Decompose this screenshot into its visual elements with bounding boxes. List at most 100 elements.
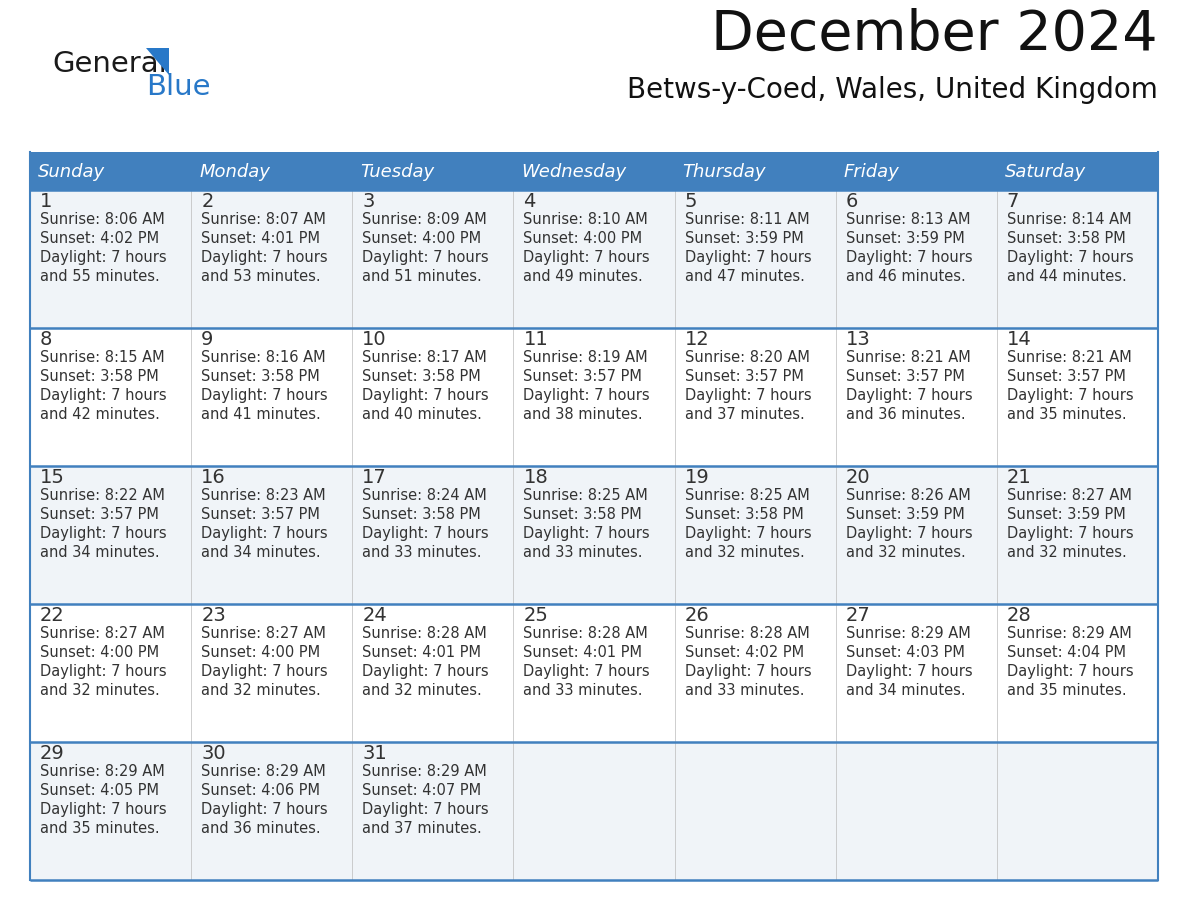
- Text: Sunset: 3:57 PM: Sunset: 3:57 PM: [524, 369, 643, 384]
- Text: Sunset: 3:59 PM: Sunset: 3:59 PM: [846, 507, 965, 522]
- Text: Friday: Friday: [843, 163, 899, 181]
- Text: Sunday: Sunday: [38, 163, 105, 181]
- Text: Daylight: 7 hours: Daylight: 7 hours: [524, 664, 650, 679]
- Text: and 32 minutes.: and 32 minutes.: [684, 545, 804, 560]
- Text: and 36 minutes.: and 36 minutes.: [846, 407, 966, 422]
- Text: 18: 18: [524, 468, 548, 487]
- Text: 10: 10: [362, 330, 387, 349]
- Text: Sunset: 4:00 PM: Sunset: 4:00 PM: [201, 645, 321, 660]
- Text: Sunset: 4:02 PM: Sunset: 4:02 PM: [40, 231, 159, 246]
- Text: and 32 minutes.: and 32 minutes.: [201, 683, 321, 698]
- Text: 24: 24: [362, 606, 387, 625]
- Text: Daylight: 7 hours: Daylight: 7 hours: [201, 664, 328, 679]
- Text: and 41 minutes.: and 41 minutes.: [201, 407, 321, 422]
- Text: Sunset: 3:58 PM: Sunset: 3:58 PM: [684, 507, 803, 522]
- Text: Saturday: Saturday: [1005, 163, 1086, 181]
- Text: 15: 15: [40, 468, 65, 487]
- Text: Sunset: 4:04 PM: Sunset: 4:04 PM: [1007, 645, 1126, 660]
- Bar: [30, 152, 1158, 190]
- Text: Daylight: 7 hours: Daylight: 7 hours: [846, 388, 972, 403]
- Text: Sunrise: 8:28 AM: Sunrise: 8:28 AM: [362, 626, 487, 641]
- Text: and 42 minutes.: and 42 minutes.: [40, 407, 160, 422]
- Text: Sunset: 3:57 PM: Sunset: 3:57 PM: [846, 369, 965, 384]
- Text: Daylight: 7 hours: Daylight: 7 hours: [524, 250, 650, 265]
- Text: Daylight: 7 hours: Daylight: 7 hours: [524, 388, 650, 403]
- Text: 25: 25: [524, 606, 549, 625]
- Text: Daylight: 7 hours: Daylight: 7 hours: [684, 526, 811, 541]
- Text: Daylight: 7 hours: Daylight: 7 hours: [40, 388, 166, 403]
- Text: Sunrise: 8:29 AM: Sunrise: 8:29 AM: [40, 764, 165, 779]
- Text: 23: 23: [201, 606, 226, 625]
- Text: Daylight: 7 hours: Daylight: 7 hours: [201, 250, 328, 265]
- Text: Daylight: 7 hours: Daylight: 7 hours: [201, 802, 328, 817]
- Text: Daylight: 7 hours: Daylight: 7 hours: [684, 388, 811, 403]
- Text: Daylight: 7 hours: Daylight: 7 hours: [40, 664, 166, 679]
- Text: Sunrise: 8:22 AM: Sunrise: 8:22 AM: [40, 488, 165, 503]
- Text: Sunset: 3:59 PM: Sunset: 3:59 PM: [684, 231, 803, 246]
- Text: Sunrise: 8:14 AM: Sunrise: 8:14 AM: [1007, 212, 1131, 227]
- Text: Sunset: 4:01 PM: Sunset: 4:01 PM: [524, 645, 643, 660]
- Text: and 40 minutes.: and 40 minutes.: [362, 407, 482, 422]
- Text: and 36 minutes.: and 36 minutes.: [201, 821, 321, 836]
- Text: 20: 20: [846, 468, 871, 487]
- Text: Sunset: 3:57 PM: Sunset: 3:57 PM: [40, 507, 159, 522]
- Text: and 47 minutes.: and 47 minutes.: [684, 269, 804, 284]
- Text: and 34 minutes.: and 34 minutes.: [40, 545, 159, 560]
- Text: Sunrise: 8:28 AM: Sunrise: 8:28 AM: [684, 626, 809, 641]
- Text: Daylight: 7 hours: Daylight: 7 hours: [362, 802, 489, 817]
- Text: Sunset: 3:58 PM: Sunset: 3:58 PM: [40, 369, 159, 384]
- Text: and 32 minutes.: and 32 minutes.: [846, 545, 966, 560]
- Text: and 55 minutes.: and 55 minutes.: [40, 269, 159, 284]
- Text: and 35 minutes.: and 35 minutes.: [1007, 683, 1126, 698]
- Text: 26: 26: [684, 606, 709, 625]
- Text: Daylight: 7 hours: Daylight: 7 hours: [1007, 250, 1133, 265]
- Text: 7: 7: [1007, 192, 1019, 211]
- Text: and 37 minutes.: and 37 minutes.: [684, 407, 804, 422]
- Text: 19: 19: [684, 468, 709, 487]
- Text: Tuesday: Tuesday: [360, 163, 435, 181]
- Text: Sunrise: 8:25 AM: Sunrise: 8:25 AM: [684, 488, 809, 503]
- Text: Sunrise: 8:29 AM: Sunrise: 8:29 AM: [1007, 626, 1132, 641]
- Text: 22: 22: [40, 606, 65, 625]
- Text: Sunrise: 8:17 AM: Sunrise: 8:17 AM: [362, 350, 487, 365]
- Text: Daylight: 7 hours: Daylight: 7 hours: [1007, 388, 1133, 403]
- Text: Sunset: 4:02 PM: Sunset: 4:02 PM: [684, 645, 804, 660]
- Text: Daylight: 7 hours: Daylight: 7 hours: [684, 250, 811, 265]
- Text: 4: 4: [524, 192, 536, 211]
- Text: Sunset: 4:00 PM: Sunset: 4:00 PM: [524, 231, 643, 246]
- Text: Sunrise: 8:11 AM: Sunrise: 8:11 AM: [684, 212, 809, 227]
- Text: 31: 31: [362, 744, 387, 763]
- Text: 30: 30: [201, 744, 226, 763]
- Bar: [30, 466, 1158, 604]
- Text: Sunrise: 8:21 AM: Sunrise: 8:21 AM: [1007, 350, 1132, 365]
- Text: and 38 minutes.: and 38 minutes.: [524, 407, 643, 422]
- Text: Wednesday: Wednesday: [522, 163, 626, 181]
- Text: Sunrise: 8:27 AM: Sunrise: 8:27 AM: [1007, 488, 1132, 503]
- Text: Daylight: 7 hours: Daylight: 7 hours: [846, 526, 972, 541]
- Text: and 35 minutes.: and 35 minutes.: [40, 821, 159, 836]
- Text: 17: 17: [362, 468, 387, 487]
- Text: 1: 1: [40, 192, 52, 211]
- Text: Sunset: 3:58 PM: Sunset: 3:58 PM: [1007, 231, 1125, 246]
- Bar: [30, 190, 1158, 328]
- Text: Sunset: 3:58 PM: Sunset: 3:58 PM: [362, 369, 481, 384]
- Text: 2: 2: [201, 192, 214, 211]
- Text: Sunrise: 8:27 AM: Sunrise: 8:27 AM: [201, 626, 326, 641]
- Text: and 49 minutes.: and 49 minutes.: [524, 269, 643, 284]
- Text: 28: 28: [1007, 606, 1031, 625]
- Bar: [30, 742, 1158, 880]
- Text: 13: 13: [846, 330, 871, 349]
- Text: Daylight: 7 hours: Daylight: 7 hours: [40, 250, 166, 265]
- Text: Sunset: 4:00 PM: Sunset: 4:00 PM: [40, 645, 159, 660]
- Text: Sunset: 3:59 PM: Sunset: 3:59 PM: [1007, 507, 1125, 522]
- Text: and 33 minutes.: and 33 minutes.: [524, 545, 643, 560]
- Text: Sunrise: 8:15 AM: Sunrise: 8:15 AM: [40, 350, 165, 365]
- Text: Sunset: 4:01 PM: Sunset: 4:01 PM: [201, 231, 320, 246]
- Text: and 46 minutes.: and 46 minutes.: [846, 269, 966, 284]
- Text: and 34 minutes.: and 34 minutes.: [201, 545, 321, 560]
- Text: Sunset: 3:58 PM: Sunset: 3:58 PM: [524, 507, 643, 522]
- Text: Sunrise: 8:21 AM: Sunrise: 8:21 AM: [846, 350, 971, 365]
- Text: Daylight: 7 hours: Daylight: 7 hours: [1007, 526, 1133, 541]
- Text: Daylight: 7 hours: Daylight: 7 hours: [201, 388, 328, 403]
- Text: Daylight: 7 hours: Daylight: 7 hours: [362, 526, 489, 541]
